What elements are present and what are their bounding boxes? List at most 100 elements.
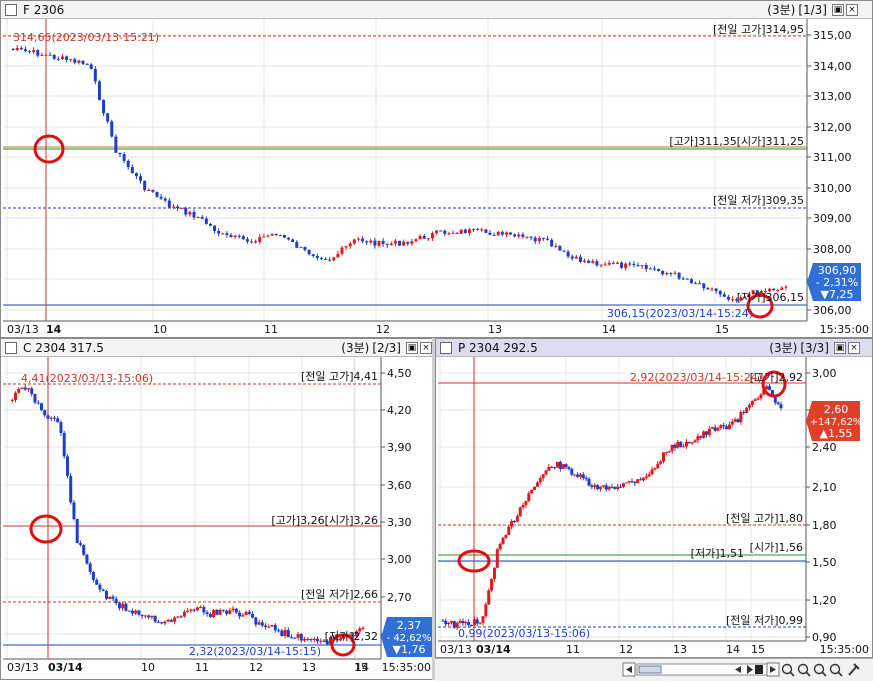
zoom-reset-icon[interactable] xyxy=(813,663,825,675)
panel-checkbox[interactable] xyxy=(5,341,17,354)
time-tick-label: 12 xyxy=(249,661,263,674)
zoom-out-icon[interactable] xyxy=(797,663,809,675)
candle-body xyxy=(558,245,562,251)
candle-body xyxy=(451,232,455,234)
stop-icon[interactable] xyxy=(755,665,763,674)
settings-icon[interactable]: ▣ xyxy=(834,341,846,354)
candle-body xyxy=(776,402,780,405)
candle-body xyxy=(593,485,597,487)
candle-body xyxy=(632,263,636,266)
candle-body xyxy=(481,616,485,623)
candle-body xyxy=(541,474,545,479)
candle-body xyxy=(23,49,27,52)
candle-body xyxy=(566,251,570,257)
period-label[interactable]: (3분) xyxy=(769,341,798,355)
candle-body xyxy=(10,399,14,401)
candle-body xyxy=(587,478,591,486)
prev-high-label: [전일 고가]314,95 xyxy=(713,22,804,36)
close-icon[interactable]: × xyxy=(846,3,858,16)
play-icon[interactable] xyxy=(747,665,753,674)
candle-body xyxy=(570,256,574,259)
panel-titlebar: F 2306 (3분) [1/3] ▣ × xyxy=(1,1,872,19)
candle-body xyxy=(480,229,484,231)
candle-body xyxy=(647,474,651,477)
candle-body xyxy=(381,240,385,244)
candle-body xyxy=(544,470,548,475)
candle-body xyxy=(607,486,611,490)
candle-body xyxy=(685,278,689,280)
candle-body xyxy=(155,191,159,197)
badge-change-pct: - 42,62% xyxy=(387,633,432,644)
candle-body xyxy=(726,296,730,300)
candle-body xyxy=(114,598,118,604)
splitter[interactable] xyxy=(432,338,435,680)
badge-price: 2,37 xyxy=(397,619,422,632)
candle-body xyxy=(541,237,545,239)
candle-body xyxy=(365,241,369,243)
chart-c2304[interactable]: 4,504,203,903,603,303,002,702,40 03/1303… xyxy=(1,339,433,680)
candle-body xyxy=(186,610,190,612)
chart-f2306[interactable]: 315,00 314,00 313,00 312,00 311,00 310,00 309,… xyxy=(1,1,873,338)
zoom-fit-icon[interactable] xyxy=(829,663,841,675)
candle-body xyxy=(707,428,711,435)
candle-body xyxy=(725,426,729,430)
candle-body xyxy=(200,216,204,219)
candle-body xyxy=(435,230,439,234)
candle-body xyxy=(550,239,554,247)
candle-body xyxy=(607,262,611,265)
step-back-icon[interactable] xyxy=(735,666,741,673)
price-tick-label: 2,40 xyxy=(812,441,837,454)
candle-body xyxy=(727,424,731,430)
wrench-icon[interactable] xyxy=(848,663,860,676)
candle-body xyxy=(550,466,554,468)
panel-checkbox[interactable] xyxy=(5,3,17,16)
candle-body xyxy=(422,235,426,239)
candle-body xyxy=(389,243,393,246)
low-label: [저가]306,15 xyxy=(737,291,804,304)
candle-body xyxy=(312,638,316,641)
candle-body xyxy=(718,291,722,295)
candle-body xyxy=(664,451,668,453)
candle-body xyxy=(702,431,706,438)
time-tick-label: 14 xyxy=(355,661,369,674)
period-label[interactable]: (3분) xyxy=(341,341,370,355)
close-icon[interactable]: × xyxy=(420,341,432,354)
candle-body xyxy=(95,579,99,585)
candle-body xyxy=(665,273,669,275)
candle-body xyxy=(467,621,471,625)
time-tick-label: 03/14 xyxy=(48,661,83,674)
candle-body xyxy=(340,247,344,254)
candle-body xyxy=(208,223,212,226)
panel-checkbox[interactable] xyxy=(440,341,452,354)
badge-price: 2,60 xyxy=(824,403,849,416)
candle-body xyxy=(759,394,763,399)
candle-body xyxy=(69,475,73,503)
candle-body xyxy=(490,578,494,591)
candle-body xyxy=(716,428,720,431)
time-tick-label: 15 xyxy=(715,323,729,336)
candle-body xyxy=(266,235,270,237)
candle-body xyxy=(604,485,608,490)
time-tick-label: 10 xyxy=(141,661,155,674)
candle-body xyxy=(578,256,582,262)
scroll-thumb[interactable] xyxy=(638,665,662,674)
candle-body xyxy=(270,234,274,236)
chart-p2304[interactable]: 3,002,802,402,101,801,501,200,90 03/1303… xyxy=(436,339,873,658)
candle-body xyxy=(595,261,599,266)
candle-body xyxy=(111,596,115,599)
time-tick-label: 03/13 xyxy=(7,323,39,336)
candle-body xyxy=(179,616,183,618)
time-tick-label: 15:35:00 xyxy=(820,323,869,336)
settings-icon[interactable]: ▣ xyxy=(832,3,844,16)
price-badge: 306,90 - 2,31% ▼7,25 xyxy=(807,263,861,301)
candle-body xyxy=(295,241,299,248)
candle-body xyxy=(515,516,519,522)
candle-body xyxy=(530,489,534,494)
candle-body xyxy=(410,241,414,244)
close-icon[interactable]: × xyxy=(848,341,860,354)
badge-change: ▼1,76 xyxy=(393,643,426,656)
zoom-in-icon[interactable] xyxy=(781,663,793,675)
settings-icon[interactable]: ▣ xyxy=(406,341,418,354)
time-tick-label: 13 xyxy=(488,323,502,336)
period-label[interactable]: (3분) xyxy=(767,3,796,17)
